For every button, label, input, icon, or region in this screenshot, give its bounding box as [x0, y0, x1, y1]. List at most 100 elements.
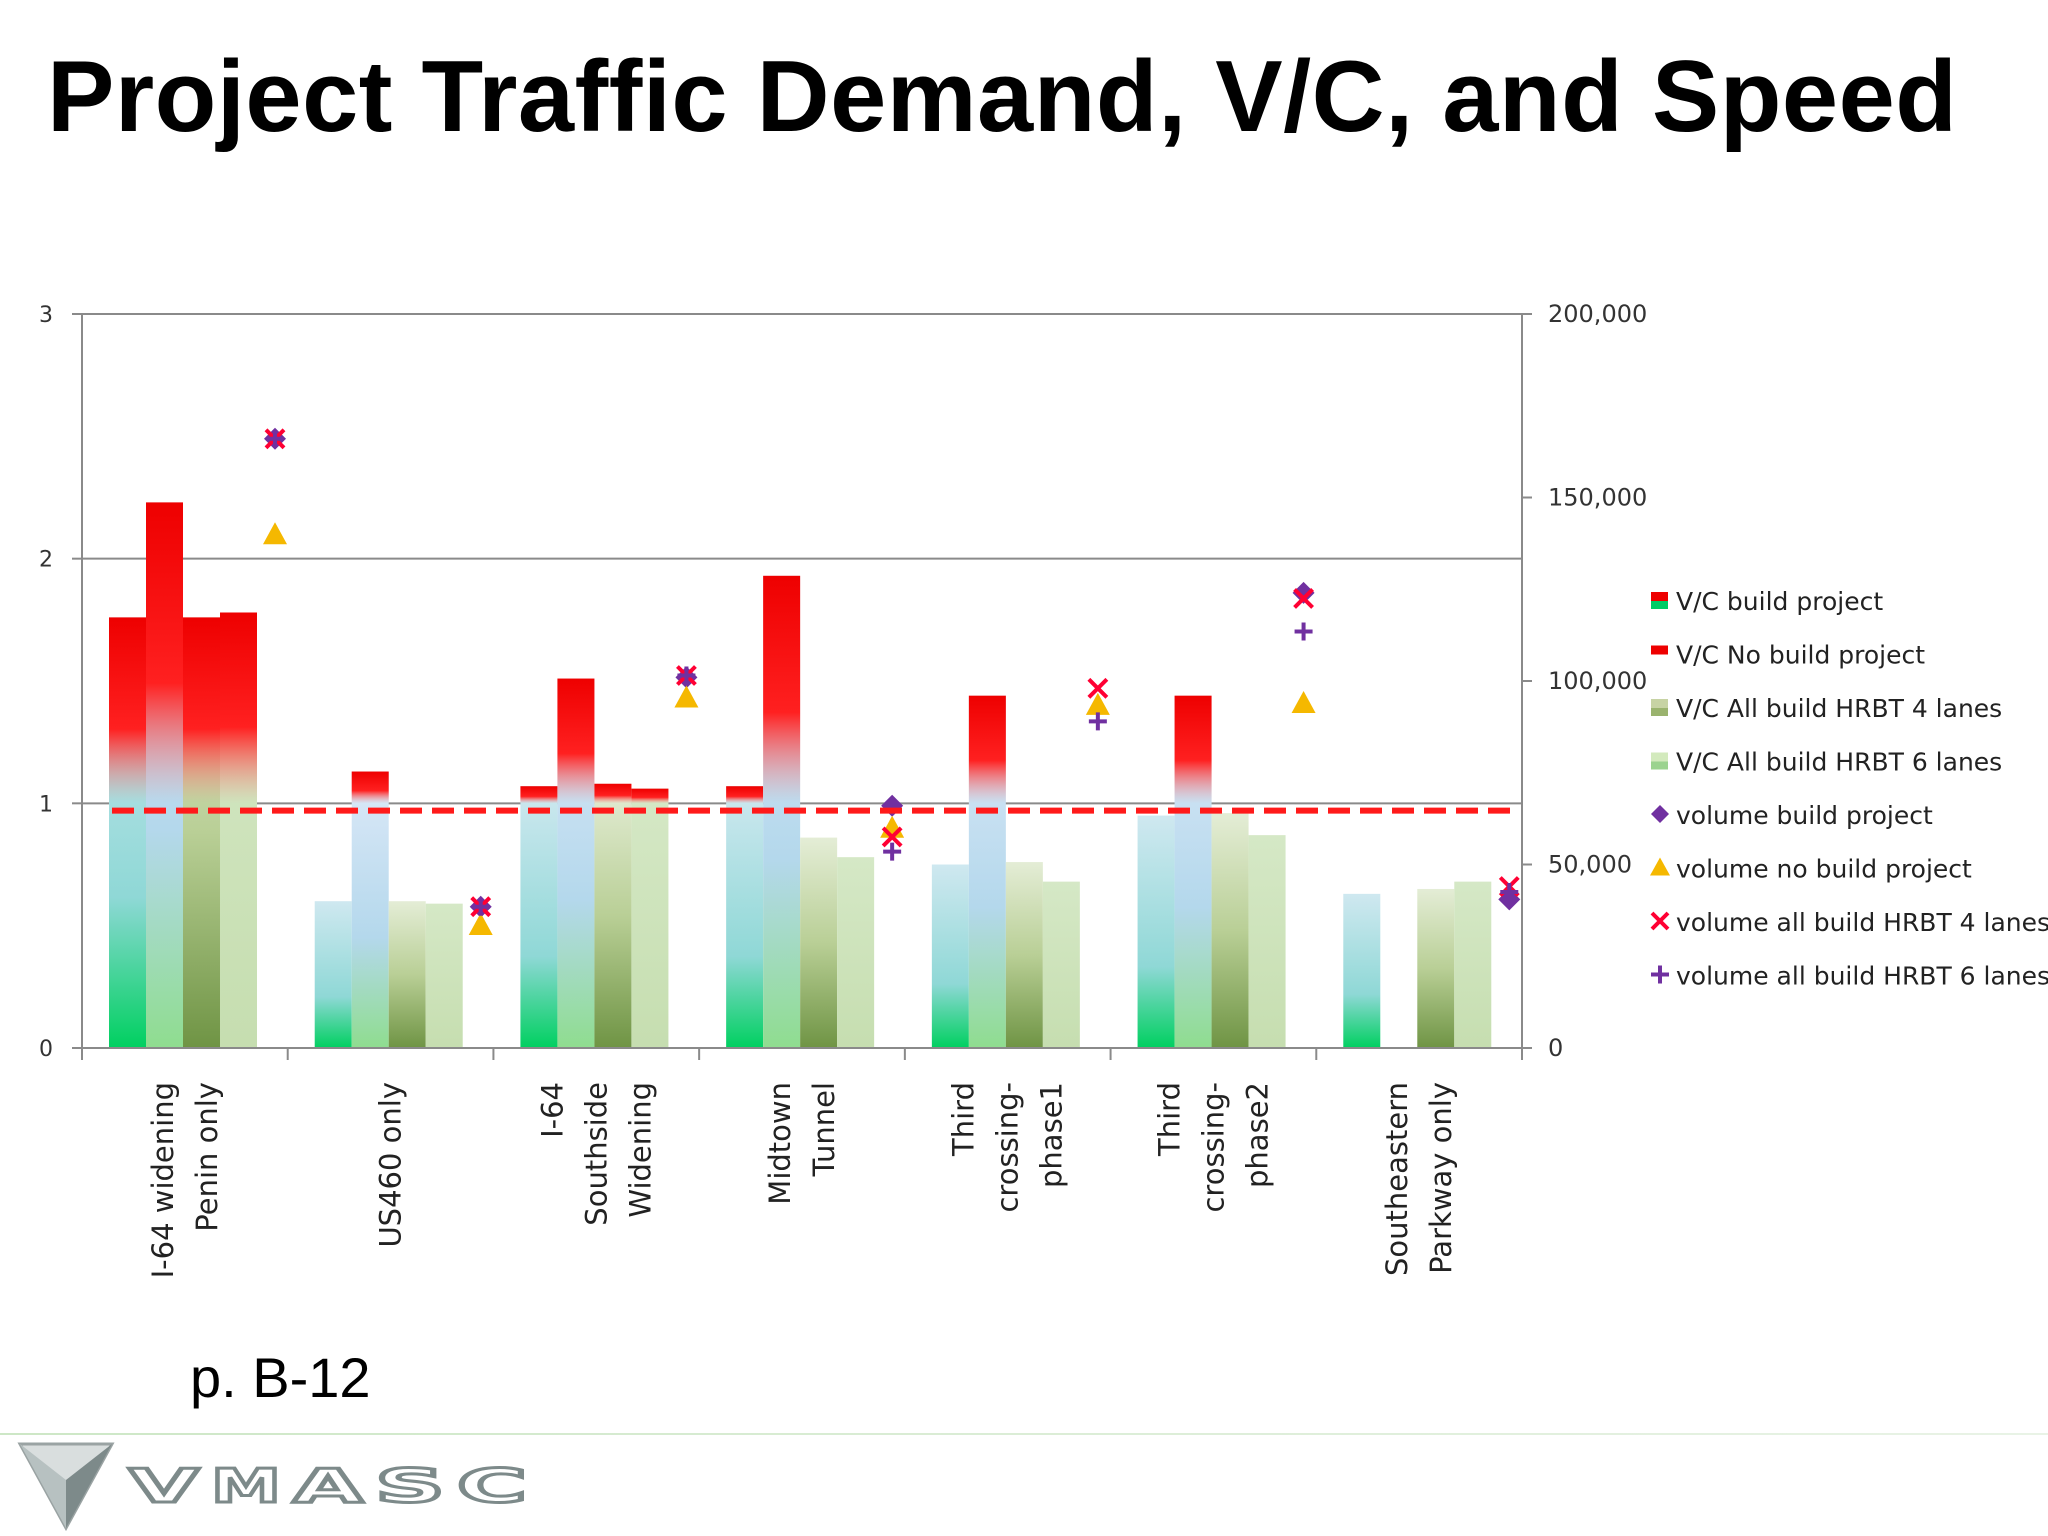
bar-2-6 [1417, 888, 1455, 1048]
marker-triangle-5 [1291, 691, 1316, 714]
marker-plus-0 [266, 429, 284, 448]
bar-3-1 [425, 903, 463, 1048]
legend-swatch-bottom [1651, 654, 1668, 663]
marker-plus-5 [1294, 622, 1313, 641]
legend-label: volume no build project [1676, 855, 1972, 884]
x-category-label: US460 only [374, 1082, 408, 1248]
bar-overlay-2-0 [183, 617, 220, 804]
bar-0-3 [726, 786, 764, 1048]
x-category-label: Southeastern [1380, 1082, 1414, 1276]
bar-0-1 [314, 901, 352, 1048]
x-category-label: phase1 [1035, 1082, 1069, 1188]
legend-label: V/C build project [1676, 587, 1883, 616]
legend-label: V/C No build project [1676, 641, 1925, 670]
logo-letter: M [211, 1459, 281, 1513]
marker-plus-4 [1088, 712, 1107, 731]
x-category-label: Third [1152, 1082, 1186, 1157]
y-left-tick-label: 2 [39, 548, 53, 573]
bar-overlay-2-2 [594, 783, 632, 804]
x-category-label: Southside [579, 1082, 613, 1226]
bar-0-6 [1343, 893, 1381, 1048]
bar-0-4 [931, 864, 969, 1048]
y-left-tick-label: 3 [39, 303, 53, 328]
bar-overlay-0-2 [520, 786, 558, 804]
y-right-tick-label: 150,000 [1548, 484, 1647, 512]
x-category-label: Tunnel [807, 1082, 841, 1177]
bar-2-1 [388, 901, 426, 1048]
y-right-tick-label: 100,000 [1548, 667, 1647, 695]
legend-swatch-top [1651, 645, 1668, 655]
legend-swatch-top [1651, 699, 1668, 708]
legend-label: volume all build HRBT 6 lanes [1676, 962, 2048, 991]
legend-swatch-top [1651, 752, 1668, 762]
y-right-tick-label: 200,000 [1548, 300, 1647, 328]
x-category-label: crossing- [1196, 1082, 1230, 1213]
legend-label: volume build project [1676, 801, 1933, 830]
logo-letter: A [293, 1459, 364, 1513]
y-left-tick-label: 0 [39, 1037, 53, 1062]
bar-2-4 [1005, 862, 1043, 1048]
marker-triangle-0 [263, 522, 287, 545]
legend: V/C build project V/C No build project V/C… [1650, 587, 2048, 991]
bar-3-4 [1042, 881, 1080, 1048]
marker-plus-6 [1500, 883, 1519, 902]
legend-swatch-top [1651, 592, 1668, 601]
marker-plus-1 [471, 897, 490, 916]
y-right-tick-label: 0 [1548, 1034, 1563, 1062]
marker-series [263, 427, 1521, 936]
legend-diamond-icon [1651, 805, 1669, 823]
bar-2-3 [800, 837, 838, 1048]
bar-2-5 [1211, 813, 1249, 1048]
y-left-tick-label: 1 [39, 792, 53, 817]
bar-3-3 [837, 857, 875, 1048]
legend-swatch-bottom [1651, 761, 1668, 770]
legend-label: volume all build HRBT 4 lanes [1676, 908, 2048, 937]
x-category-label: Parkway only [1424, 1082, 1458, 1274]
marker-x-5 [1293, 588, 1314, 609]
logo-letter: V [129, 1459, 200, 1513]
bar-overlay-0-3 [726, 786, 764, 804]
legend-x-icon [1650, 911, 1670, 931]
marker-triangle-1 [468, 913, 493, 936]
legend-plus-icon [1651, 965, 1669, 984]
bar-overlay-1-3 [763, 575, 801, 804]
bar-overlay-1-1 [351, 771, 389, 804]
bar-series [109, 502, 1492, 1049]
logo-letter: C [457, 1459, 527, 1513]
y-right-tick-label: 50,000 [1548, 851, 1632, 879]
x-category-label: crossing- [991, 1082, 1025, 1213]
x-category-label: phase2 [1240, 1082, 1274, 1188]
bar-overlay-1-0 [146, 502, 183, 804]
page-reference: p. B-12 [190, 1346, 371, 1409]
x-category-label: Penin only [190, 1082, 224, 1232]
footer-divider [0, 1433, 2048, 1435]
bar-overlay-0-0 [109, 617, 146, 804]
bar-3-2 [631, 788, 669, 1048]
marker-triangle-4 [1085, 692, 1110, 715]
marker-x-3 [881, 826, 903, 848]
chart: 0 1 2 3 0 50,000 100,000 150,000 200,000 I-64 wid… [39, 300, 2048, 1278]
x-category-label: I-64 [535, 1082, 569, 1138]
marker-plus-3 [883, 842, 902, 861]
marker-plus-2 [677, 666, 696, 685]
legend-swatch-bottom [1651, 601, 1668, 609]
axes [72, 313, 1532, 1060]
bar-0-5 [1137, 815, 1175, 1048]
bar-overlay-1-5 [1174, 695, 1212, 804]
marker-x-4 [1087, 677, 1109, 699]
bar-3-5 [1248, 835, 1286, 1048]
x-category-label: Third [947, 1082, 981, 1157]
bar-0-2 [520, 786, 558, 1048]
marker-triangle-2 [674, 685, 699, 708]
x-category-label: Widening [623, 1082, 657, 1218]
legend-swatch-bottom [1651, 708, 1668, 716]
bar-3-6 [1454, 881, 1492, 1048]
legend-label: V/C All build HRBT 6 lanes [1676, 748, 2002, 777]
gridlines [82, 313, 1522, 805]
bar-overlay-1-2 [557, 678, 595, 804]
bar-overlay-1-4 [968, 695, 1006, 804]
marker-diamond-5 [1292, 581, 1315, 604]
page-title: Project Traffic Demand, V/C, and Speed [47, 41, 1958, 153]
bar-2-2 [594, 783, 632, 1048]
